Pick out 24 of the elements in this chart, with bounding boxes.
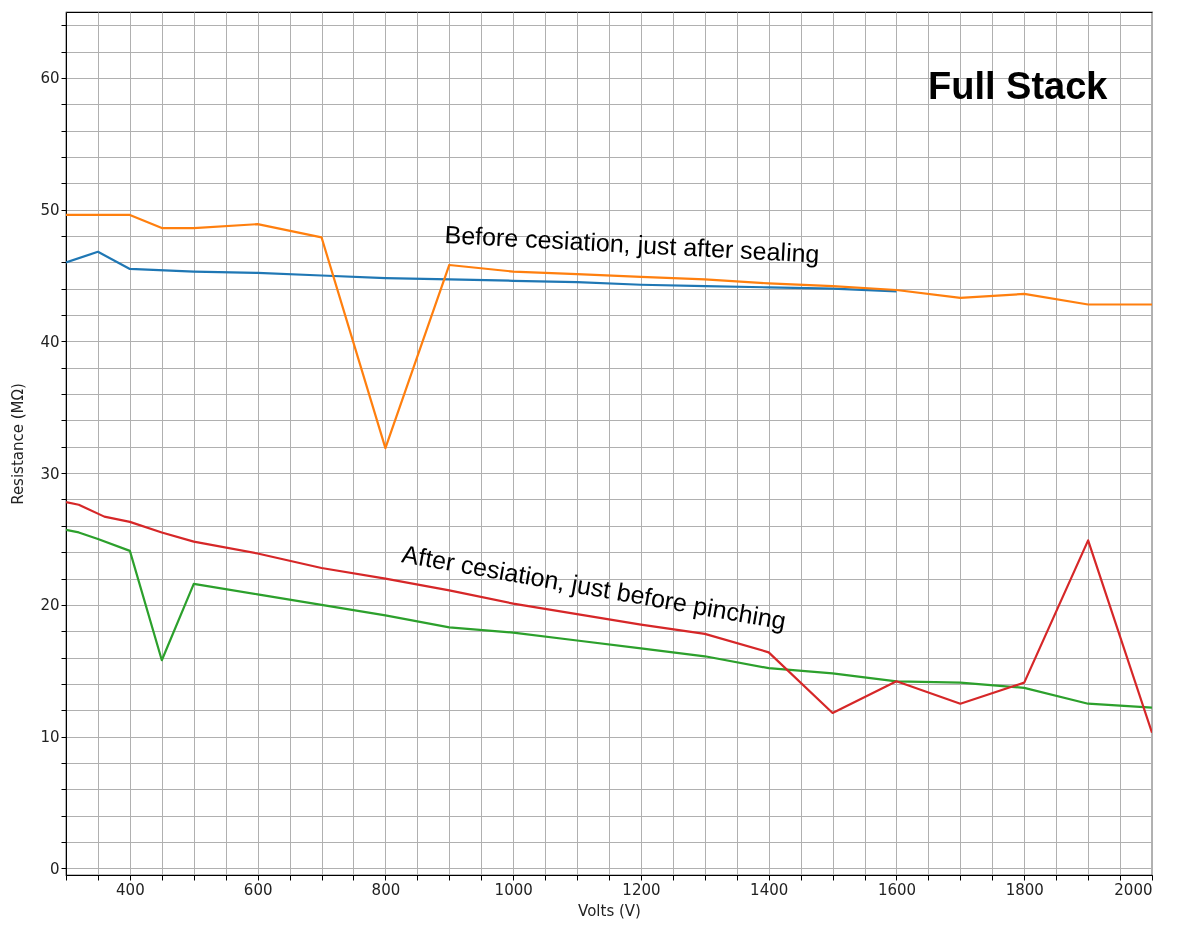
y-tick-label: 50	[40, 201, 60, 220]
y-tick-label: 60	[40, 69, 60, 88]
y-tick-label: 20	[40, 596, 60, 615]
x-axis-title: Volts (V)	[578, 901, 641, 920]
y-tick-label: 30	[40, 464, 60, 483]
x-tick-label: 1800	[1005, 880, 1044, 899]
x-tick-label: 800	[371, 880, 401, 899]
y-tick-label: 40	[40, 332, 60, 351]
annotation: After cesiation, just before pinching	[400, 539, 789, 635]
x-tick-label: 1200	[622, 880, 661, 899]
line-series	[66, 213, 1152, 450]
x-tick-label: 400	[116, 880, 145, 899]
text: Full Stack	[928, 65, 1109, 107]
x-tick-label: 2000	[1114, 880, 1153, 899]
x-tick-label: 600	[243, 880, 273, 899]
x-tick-label: 1000	[494, 880, 533, 899]
x-tick-label: 1400	[750, 880, 789, 899]
annotation: Before cesiation, just after sealing	[444, 220, 821, 268]
line-series	[66, 501, 1152, 734]
line-series	[66, 528, 1152, 709]
x-tick-label: 1600	[877, 880, 917, 899]
y-tick-label: 10	[40, 728, 60, 747]
y-tick-label: 0	[49, 859, 60, 878]
y-axis-title: Resistance (MΩ)	[9, 383, 28, 505]
